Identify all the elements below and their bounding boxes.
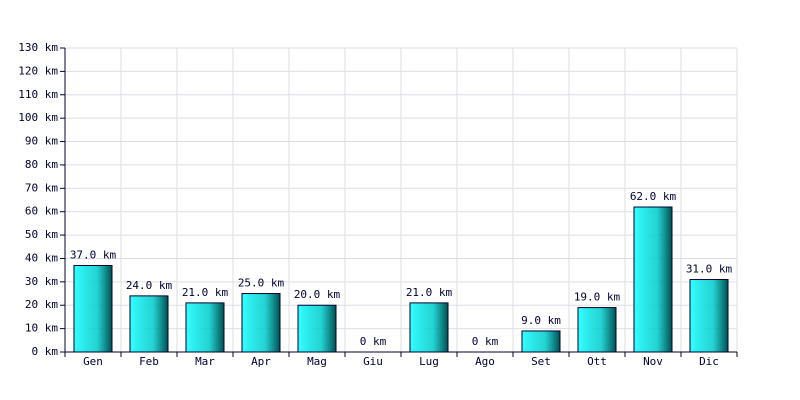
bar [297,304,337,353]
y-tick-label: 20 km [25,298,58,311]
x-tick-label: Dic [699,355,719,368]
value-label: 20.0 km [294,288,341,301]
y-tick-label: 0 km [32,345,59,358]
x-tick-label: Feb [139,355,159,368]
bar [689,279,729,353]
x-tick-label: Giu [363,355,383,368]
x-tick-label: Ago [475,355,495,368]
bar [409,302,449,353]
y-tick-label: 110 km [18,88,58,101]
y-tick-label: 70 km [25,181,58,194]
y-tick-label: 40 km [25,251,58,264]
y-tick-label: 10 km [25,322,58,335]
bar [577,307,617,353]
value-label: 62.0 km [630,190,677,203]
y-tick-label: 100 km [18,111,58,124]
x-tick-label: Nov [643,355,663,368]
x-tick-label: Lug [419,355,439,368]
bar [129,295,169,353]
x-tick-label: Apr [251,355,271,368]
value-label: 25.0 km [238,277,285,290]
y-tick-label: 90 km [25,135,58,148]
x-tick-label: Gen [83,355,103,368]
x-tick-label: Mar [195,355,215,368]
value-label: 0 km [360,335,387,348]
bar [521,330,561,353]
y-tick-label: 120 km [18,64,58,77]
value-label: 37.0 km [70,248,117,261]
y-tick-label: 30 km [25,275,58,288]
y-tick-label: 80 km [25,158,58,171]
value-label: 24.0 km [126,279,173,292]
y-tick-label: 60 km [25,205,58,218]
y-tick-label: 130 km [18,41,58,54]
x-tick-label: Ott [587,355,607,368]
bar [185,302,225,353]
value-label: 21.0 km [406,286,453,299]
value-label: 19.0 km [574,291,621,304]
value-label: 21.0 km [182,286,229,299]
value-label: 9.0 km [521,314,561,327]
bar [73,264,113,353]
value-label: 0 km [472,335,499,348]
y-tick-label: 50 km [25,228,58,241]
bar [241,293,281,353]
x-tick-label: Set [531,355,551,368]
bar [633,206,673,353]
x-tick-label: Mag [307,355,327,368]
value-label: 31.0 km [686,263,733,276]
